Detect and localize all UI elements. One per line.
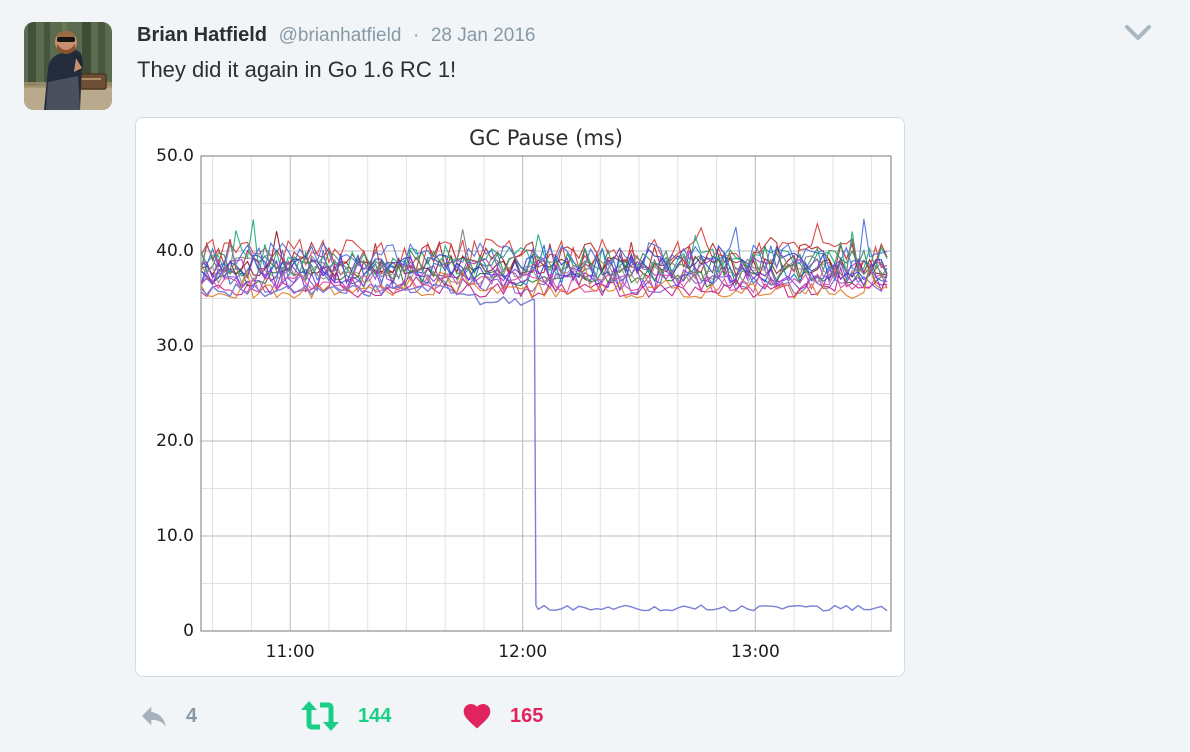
- x-axis-tick-label: 13:00: [730, 642, 780, 662]
- author-handle[interactable]: @brianhatfield: [278, 25, 402, 46]
- band-series-line: [200, 250, 888, 285]
- band-series-line: [200, 242, 888, 286]
- avatar-image: [24, 22, 112, 110]
- like-button[interactable]: 165: [460, 700, 543, 732]
- y-axis-tick-label: 50.0: [156, 146, 194, 166]
- meta-separator: ·: [412, 25, 420, 46]
- band-series-line: [200, 229, 888, 282]
- y-axis-tick-label: 40.0: [156, 241, 194, 261]
- gc-pause-line-chart: [200, 155, 892, 632]
- tweet-date[interactable]: 28 Jan 2016: [430, 25, 536, 46]
- reply-button[interactable]: 4: [138, 700, 197, 732]
- band-series-line: [200, 236, 888, 276]
- tweet-header: Brian Hatfield @brianhatfield · 28 Jan 2…: [137, 24, 535, 47]
- y-axis-tick-label: 10.0: [156, 526, 194, 546]
- band-series-line: [200, 254, 888, 289]
- retweet-count: 144: [358, 705, 392, 727]
- retweet-icon: [301, 701, 339, 731]
- y-axis-tick-label: 30.0: [156, 336, 194, 356]
- x-axis-tick-label: 11:00: [265, 642, 315, 662]
- retweet-button[interactable]: 144: [298, 700, 391, 732]
- reply-icon: [142, 706, 166, 727]
- go16-drop-series-line: [200, 282, 888, 612]
- tweet-media-chart-card[interactable]: GC Pause (ms) 50.0 40.0 30.0 20.0 10.0 0 11:00…: [135, 117, 905, 677]
- reply-count: 4: [186, 705, 198, 727]
- avatar[interactable]: [24, 22, 112, 110]
- like-count: 165: [510, 705, 544, 727]
- tweet-text: They did it again in Go 1.6 RC 1!: [137, 57, 457, 82]
- heart-icon: [463, 704, 491, 729]
- y-axis-tick-label: 0: [183, 621, 194, 641]
- author-name[interactable]: Brian Hatfield: [137, 24, 268, 46]
- tweet-expand-button[interactable]: [1122, 20, 1154, 46]
- chart-gridlines: [201, 156, 891, 631]
- plot-border: [200, 155, 892, 632]
- chart-series: [200, 218, 888, 612]
- chevron-down-icon: [1125, 25, 1151, 40]
- y-axis-tick-label: 20.0: [156, 431, 194, 451]
- band-series-line: [200, 244, 888, 286]
- x-axis-tick-label: 12:00: [498, 642, 548, 662]
- chart-title: GC Pause (ms): [469, 126, 623, 150]
